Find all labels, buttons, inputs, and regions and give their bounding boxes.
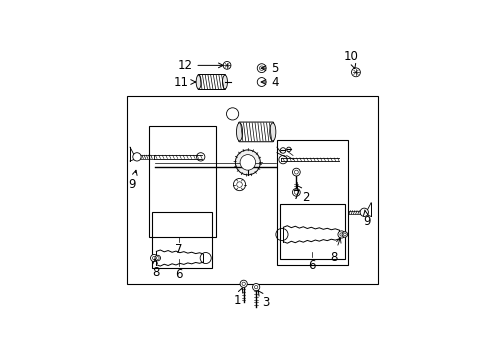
Circle shape: [240, 155, 255, 170]
Circle shape: [254, 285, 257, 289]
Circle shape: [156, 257, 159, 260]
Text: 12: 12: [177, 59, 223, 72]
Text: 6: 6: [174, 268, 182, 281]
FancyBboxPatch shape: [198, 75, 225, 90]
Text: 6: 6: [308, 259, 315, 272]
Circle shape: [280, 148, 285, 153]
Ellipse shape: [196, 75, 201, 89]
Bar: [127, 96, 377, 284]
Circle shape: [359, 208, 367, 216]
Circle shape: [235, 150, 260, 175]
Circle shape: [259, 66, 264, 70]
Circle shape: [286, 147, 290, 152]
Circle shape: [152, 256, 156, 260]
Circle shape: [294, 190, 298, 194]
Circle shape: [292, 168, 300, 176]
Text: 1: 1: [233, 288, 243, 307]
Circle shape: [236, 182, 242, 187]
Circle shape: [252, 284, 259, 291]
Bar: [276, 140, 347, 265]
Circle shape: [150, 255, 158, 262]
Circle shape: [337, 231, 345, 238]
Circle shape: [242, 282, 245, 285]
Ellipse shape: [269, 123, 275, 141]
Text: 8: 8: [152, 259, 159, 279]
Text: 7: 7: [293, 189, 300, 202]
Text: 9: 9: [128, 170, 137, 191]
Circle shape: [233, 179, 245, 191]
Text: 9: 9: [363, 210, 370, 229]
Text: 4: 4: [261, 76, 278, 89]
Circle shape: [223, 62, 230, 69]
Text: 3: 3: [258, 291, 269, 309]
FancyBboxPatch shape: [238, 122, 273, 142]
Circle shape: [343, 233, 346, 236]
Circle shape: [292, 188, 300, 196]
Circle shape: [294, 170, 298, 174]
Circle shape: [351, 68, 360, 77]
Text: 5: 5: [261, 62, 278, 75]
Circle shape: [339, 233, 343, 236]
Ellipse shape: [236, 123, 242, 141]
Circle shape: [155, 255, 160, 261]
Text: 8: 8: [329, 238, 340, 264]
Circle shape: [133, 153, 141, 161]
Circle shape: [240, 280, 247, 287]
Text: 10: 10: [343, 50, 358, 69]
Text: 11: 11: [174, 76, 195, 89]
Circle shape: [342, 232, 347, 237]
Bar: [149, 126, 216, 237]
Text: 2: 2: [296, 185, 309, 204]
Bar: [152, 212, 211, 268]
Bar: [279, 204, 344, 260]
Circle shape: [257, 64, 265, 73]
Text: 7: 7: [174, 243, 182, 256]
Ellipse shape: [222, 75, 227, 89]
